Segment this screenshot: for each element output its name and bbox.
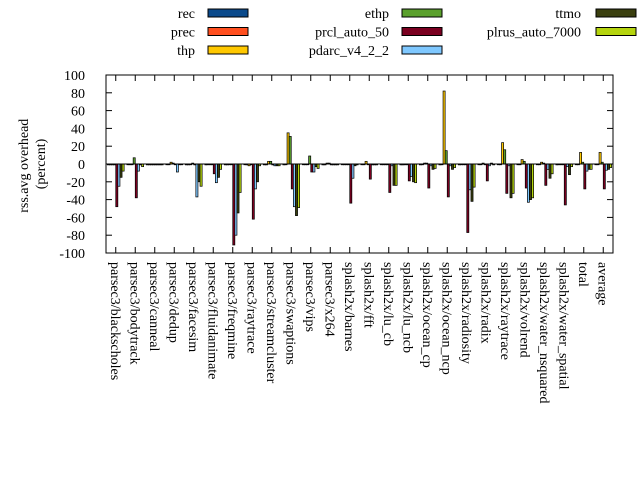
x-tick-label: splash2x/volrend xyxy=(516,262,531,358)
legend-swatch xyxy=(401,27,443,36)
bar-pdarc-v4-2-2 xyxy=(176,163,179,173)
bar-ethp xyxy=(503,149,507,165)
legend-label: ethp xyxy=(365,7,389,22)
bar-plrus-auto-7000 xyxy=(414,163,417,184)
bar-plrus-auto-7000 xyxy=(219,163,223,170)
y-tick-label: -60 xyxy=(66,211,85,226)
y-axis-label: rss.avg overhead (percent) xyxy=(17,115,49,213)
bar-ethp xyxy=(132,157,136,165)
bar-plrus-auto-7000 xyxy=(609,163,612,168)
legend-label: ttmo xyxy=(555,7,581,22)
y-tick-label: 80 xyxy=(71,87,85,102)
bar-plrus-auto-7000 xyxy=(121,163,125,172)
x-tick-label: total xyxy=(575,262,590,287)
legend-swatch xyxy=(207,45,249,55)
x-tick-label: parsec3/dedup xyxy=(165,262,180,343)
bar-plrus-auto-7000 xyxy=(199,163,203,187)
x-tick-label: splash2x/fft xyxy=(360,262,375,328)
bar-prcl-auto-50 xyxy=(427,163,431,189)
bars xyxy=(106,90,612,246)
bar-plrus-auto-7000 xyxy=(453,163,456,168)
bar-plrus-auto-7000 xyxy=(433,163,437,169)
legend-label: prec xyxy=(171,26,195,41)
bar-plrus-auto-7000 xyxy=(297,163,300,208)
bar-pdarc-v4-2-2 xyxy=(351,163,355,179)
x-tick-label: parsec3/vips xyxy=(302,262,317,332)
bar-prcl-auto-50 xyxy=(505,163,509,194)
bar-plrus-auto-7000 xyxy=(531,163,534,199)
bar-plrus-auto-7000 xyxy=(511,163,515,194)
legend-swatch xyxy=(207,8,249,18)
legend-label: prcl_auto_50 xyxy=(315,26,389,41)
bar-plrus-auto-7000 xyxy=(550,163,554,175)
bar-prcl-auto-50 xyxy=(368,163,372,180)
x-tick-label: parsec3/canneal xyxy=(146,262,161,351)
bar-plrus-auto-7000 xyxy=(472,163,476,188)
x-tick-label: parsec3/streamcluster xyxy=(263,262,278,384)
x-tick-label: splash2x/barnes xyxy=(341,262,356,351)
bar-ethp xyxy=(444,150,448,165)
legend-swatch xyxy=(595,27,637,36)
x-axis: parsec3/blackscholes parsec3/bodytrack par… xyxy=(107,75,609,404)
legend-label: plrus_auto_7000 xyxy=(487,26,581,41)
legend: rec prec thp ethp prcl_auto_50 pdarc_v4_2_2 tt… xyxy=(171,7,637,59)
x-tick-label: parsec3/raytrace xyxy=(243,262,258,354)
legend-swatch xyxy=(401,45,443,55)
x-tick-label: parsec3/x264 xyxy=(321,262,336,337)
y-tick-label: 20 xyxy=(71,140,85,155)
y-tick-label: -80 xyxy=(66,229,85,244)
bar-plrus-auto-7000 xyxy=(589,163,593,170)
x-tick-label: splash2x/raytrace xyxy=(497,262,512,360)
y-axis-label-line1: rss.avg overhead xyxy=(17,119,32,213)
legend-label: thp xyxy=(177,44,195,59)
x-tick-label: parsec3/blackscholes xyxy=(107,262,122,380)
x-tick-label: parsec3/bodytrack xyxy=(126,262,141,365)
bar-plrus-auto-7000 xyxy=(238,163,242,193)
bar-ttmo xyxy=(256,163,259,183)
y-tick-label: -100 xyxy=(59,247,85,262)
x-tick-label: splash2x/lu_cb xyxy=(380,262,395,346)
x-tick-label: parsec3/fluidanimate xyxy=(204,262,219,379)
bar-plrus-auto-7000 xyxy=(316,163,320,169)
x-tick-label: splash2x/lu_ncb xyxy=(399,262,414,353)
x-tick-label: splash2x/radix xyxy=(477,262,492,344)
y-tick-label: -20 xyxy=(66,176,85,191)
y-axis: 100 80 60 40 20 0 -20 -40 -60 -80 -100 xyxy=(59,69,613,262)
y-tick-label: 0 xyxy=(78,158,85,173)
y-tick-label: 60 xyxy=(71,105,85,120)
x-tick-label: splash2x/radiosity xyxy=(458,262,473,364)
x-tick-label: parsec3/facesim xyxy=(185,262,200,352)
x-tick-label: splash2x/ocean_cp xyxy=(419,262,434,368)
bar-prcl-auto-50 xyxy=(388,163,392,193)
bar-ethp xyxy=(288,136,292,165)
x-tick-label: splash2x/ocean_ncp xyxy=(438,262,453,375)
bar-plrus-auto-7000 xyxy=(394,163,398,186)
x-tick-label: parsec3/swaptions xyxy=(282,262,297,365)
y-tick-label: 100 xyxy=(64,69,85,84)
bar-prcl-auto-50 xyxy=(485,163,489,182)
legend-swatch xyxy=(207,27,249,36)
legend-swatch xyxy=(401,8,443,18)
legend-swatch xyxy=(595,8,637,18)
x-tick-label: parsec3/freqmine xyxy=(224,262,239,359)
x-tick-label: average xyxy=(594,262,609,306)
legend-label: rec xyxy=(178,7,195,22)
legend-label: pdarc_v4_2_2 xyxy=(309,44,389,59)
y-tick-label: -40 xyxy=(66,194,85,209)
bar-ethp xyxy=(308,155,312,165)
y-axis-label-line2: (percent) xyxy=(34,138,49,189)
bar-prcl-auto-50 xyxy=(446,163,450,198)
x-tick-label: splash2x/water_nsquared xyxy=(536,262,551,404)
bar-prcl-auto-50 xyxy=(563,163,567,206)
y-tick-label: 40 xyxy=(71,122,85,137)
x-tick-label: splash2x/water_spatial xyxy=(555,262,570,390)
